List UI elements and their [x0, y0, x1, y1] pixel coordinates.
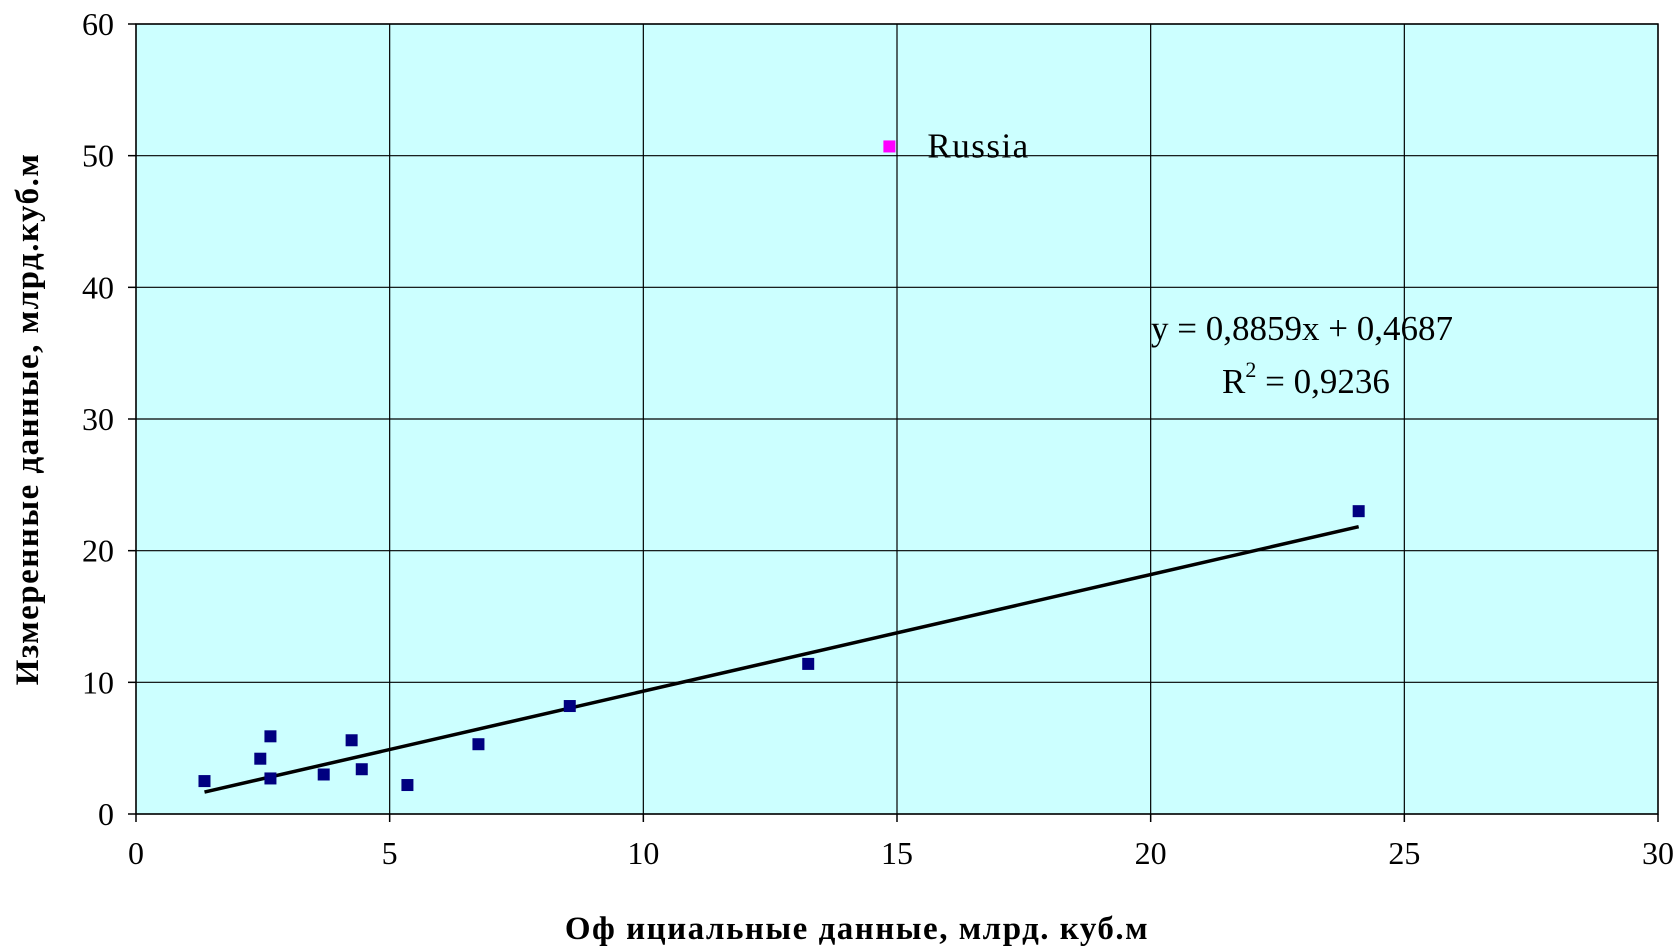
data-point — [254, 752, 267, 765]
data-point — [563, 700, 576, 713]
x-tick-label: 10 — [627, 835, 659, 871]
data-point — [355, 763, 368, 776]
point-label: Russia — [927, 126, 1029, 165]
data-point — [1352, 505, 1365, 518]
r-squared-value: = 0,9236 — [1256, 362, 1390, 401]
x-tick-label: 5 — [382, 835, 398, 871]
x-tick-label: 25 — [1388, 835, 1420, 871]
x-tick-label: 20 — [1135, 835, 1167, 871]
data-point — [198, 775, 211, 788]
data-points — [198, 140, 1365, 792]
y-tick-label: 50 — [82, 138, 114, 174]
data-point — [264, 730, 277, 743]
data-point — [401, 779, 414, 792]
point-labels: Russia — [927, 126, 1029, 165]
r-squared-label: R2 = 0,9236 — [1222, 357, 1390, 401]
trendline — [204, 525, 1360, 794]
data-point — [264, 772, 277, 785]
y-tick-label: 60 — [82, 6, 114, 42]
y-tick-label: 10 — [82, 664, 114, 700]
data-point — [802, 657, 815, 670]
x-axis-title: Оф ициальные данные, млрд. куб.м — [565, 911, 1149, 947]
x-tick-label: 30 — [1642, 835, 1674, 871]
y-tick-label: 0 — [98, 796, 114, 832]
data-point — [472, 738, 485, 751]
r-squared-letter: R — [1222, 362, 1246, 401]
data-point — [345, 734, 358, 747]
trendline-equation: y = 0,8859x + 0,4687 — [1151, 309, 1453, 348]
trendline-group — [204, 525, 1360, 794]
data-point — [317, 768, 330, 781]
x-tick-label: 0 — [128, 835, 144, 871]
axis-ticks: 0 5 10 15 20 25 30 0 10 20 30 40 50 60 — [82, 6, 1674, 871]
x-tick-label: 15 — [881, 835, 913, 871]
highlight-point — [883, 140, 896, 153]
y-tick-label: 20 — [82, 533, 114, 569]
y-tick-label: 30 — [82, 401, 114, 437]
r-squared-exponent: 2 — [1245, 357, 1256, 382]
y-axis-title: Измеренные данные, млрд.куб.м — [10, 153, 46, 686]
y-tick-label: 40 — [82, 269, 114, 305]
